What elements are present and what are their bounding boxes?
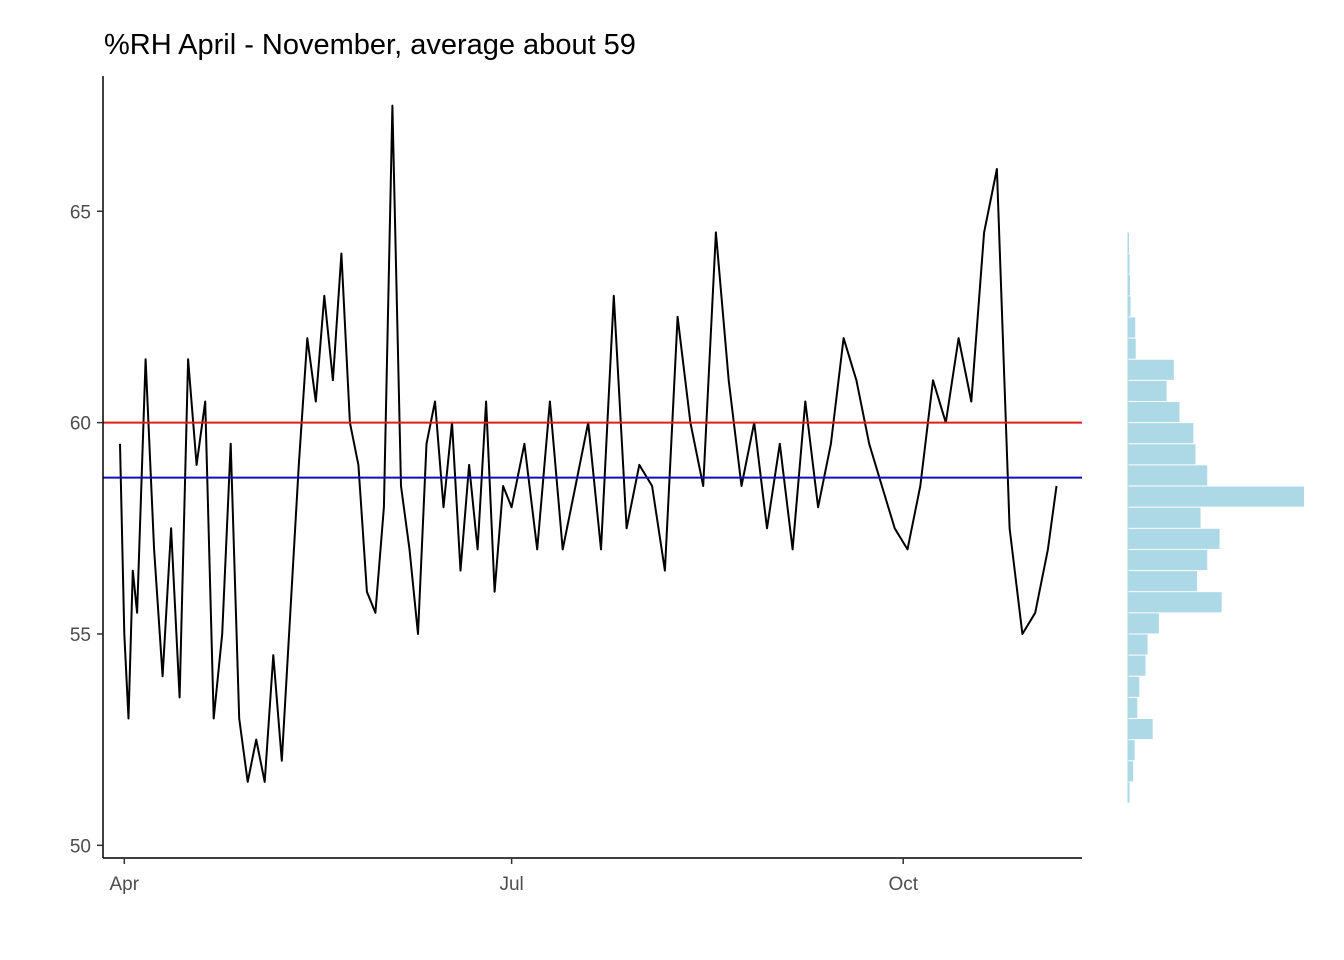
- histogram-bar: [1128, 676, 1140, 697]
- histogram-bar: [1128, 338, 1136, 359]
- y-tick-label: 50: [70, 836, 91, 857]
- plot-panel: 50 55 60 65 Apr Jul Oct: [70, 76, 1082, 895]
- histogram-bar: [1128, 380, 1167, 401]
- histogram-bar: [1128, 465, 1208, 486]
- histogram-bar: [1128, 401, 1180, 423]
- histogram-bar: [1128, 232, 1130, 254]
- x-tick-label: Apr: [109, 874, 139, 895]
- x-axis-ticks: Apr Jul Oct: [109, 858, 919, 895]
- histogram-bar: [1128, 507, 1201, 528]
- histogram-bar: [1128, 528, 1220, 549]
- y-tick-label: 65: [70, 202, 91, 223]
- histogram-bar: [1128, 740, 1135, 761]
- histogram-bar: [1128, 571, 1197, 592]
- histogram-bar: [1128, 613, 1159, 634]
- histogram-bar: [1128, 444, 1196, 465]
- histogram-bar: [1128, 254, 1130, 275]
- histogram-bar: [1128, 697, 1138, 719]
- chart-title: %RH April - November, average about 59: [104, 29, 636, 61]
- histogram-bar: [1128, 359, 1174, 380]
- histogram-bar: [1128, 719, 1153, 740]
- histogram-bar: [1128, 549, 1208, 571]
- y-tick-label: 60: [70, 414, 91, 435]
- histogram-bar: [1128, 317, 1136, 338]
- reference-lines: [103, 421, 1082, 479]
- y-tick-label: 55: [70, 625, 91, 646]
- histogram-bar: [1128, 296, 1131, 317]
- histogram-bar: [1128, 275, 1131, 296]
- histogram-bar: [1128, 592, 1222, 613]
- x-tick-label: Jul: [499, 874, 523, 895]
- marginal-histogram: [1127, 232, 1304, 804]
- histogram-bar: [1128, 782, 1130, 803]
- histogram-bar: [1128, 634, 1148, 655]
- series-layer: [119, 104, 1058, 783]
- histogram-bar: [1128, 423, 1194, 444]
- series-line-0: [119, 104, 1058, 783]
- histogram-bar: [1128, 655, 1146, 676]
- y-axis-ticks: 50 55 60 65: [70, 202, 103, 857]
- x-tick-label: Oct: [888, 874, 918, 895]
- histogram-bar: [1128, 486, 1304, 507]
- histogram-bar: [1128, 761, 1134, 782]
